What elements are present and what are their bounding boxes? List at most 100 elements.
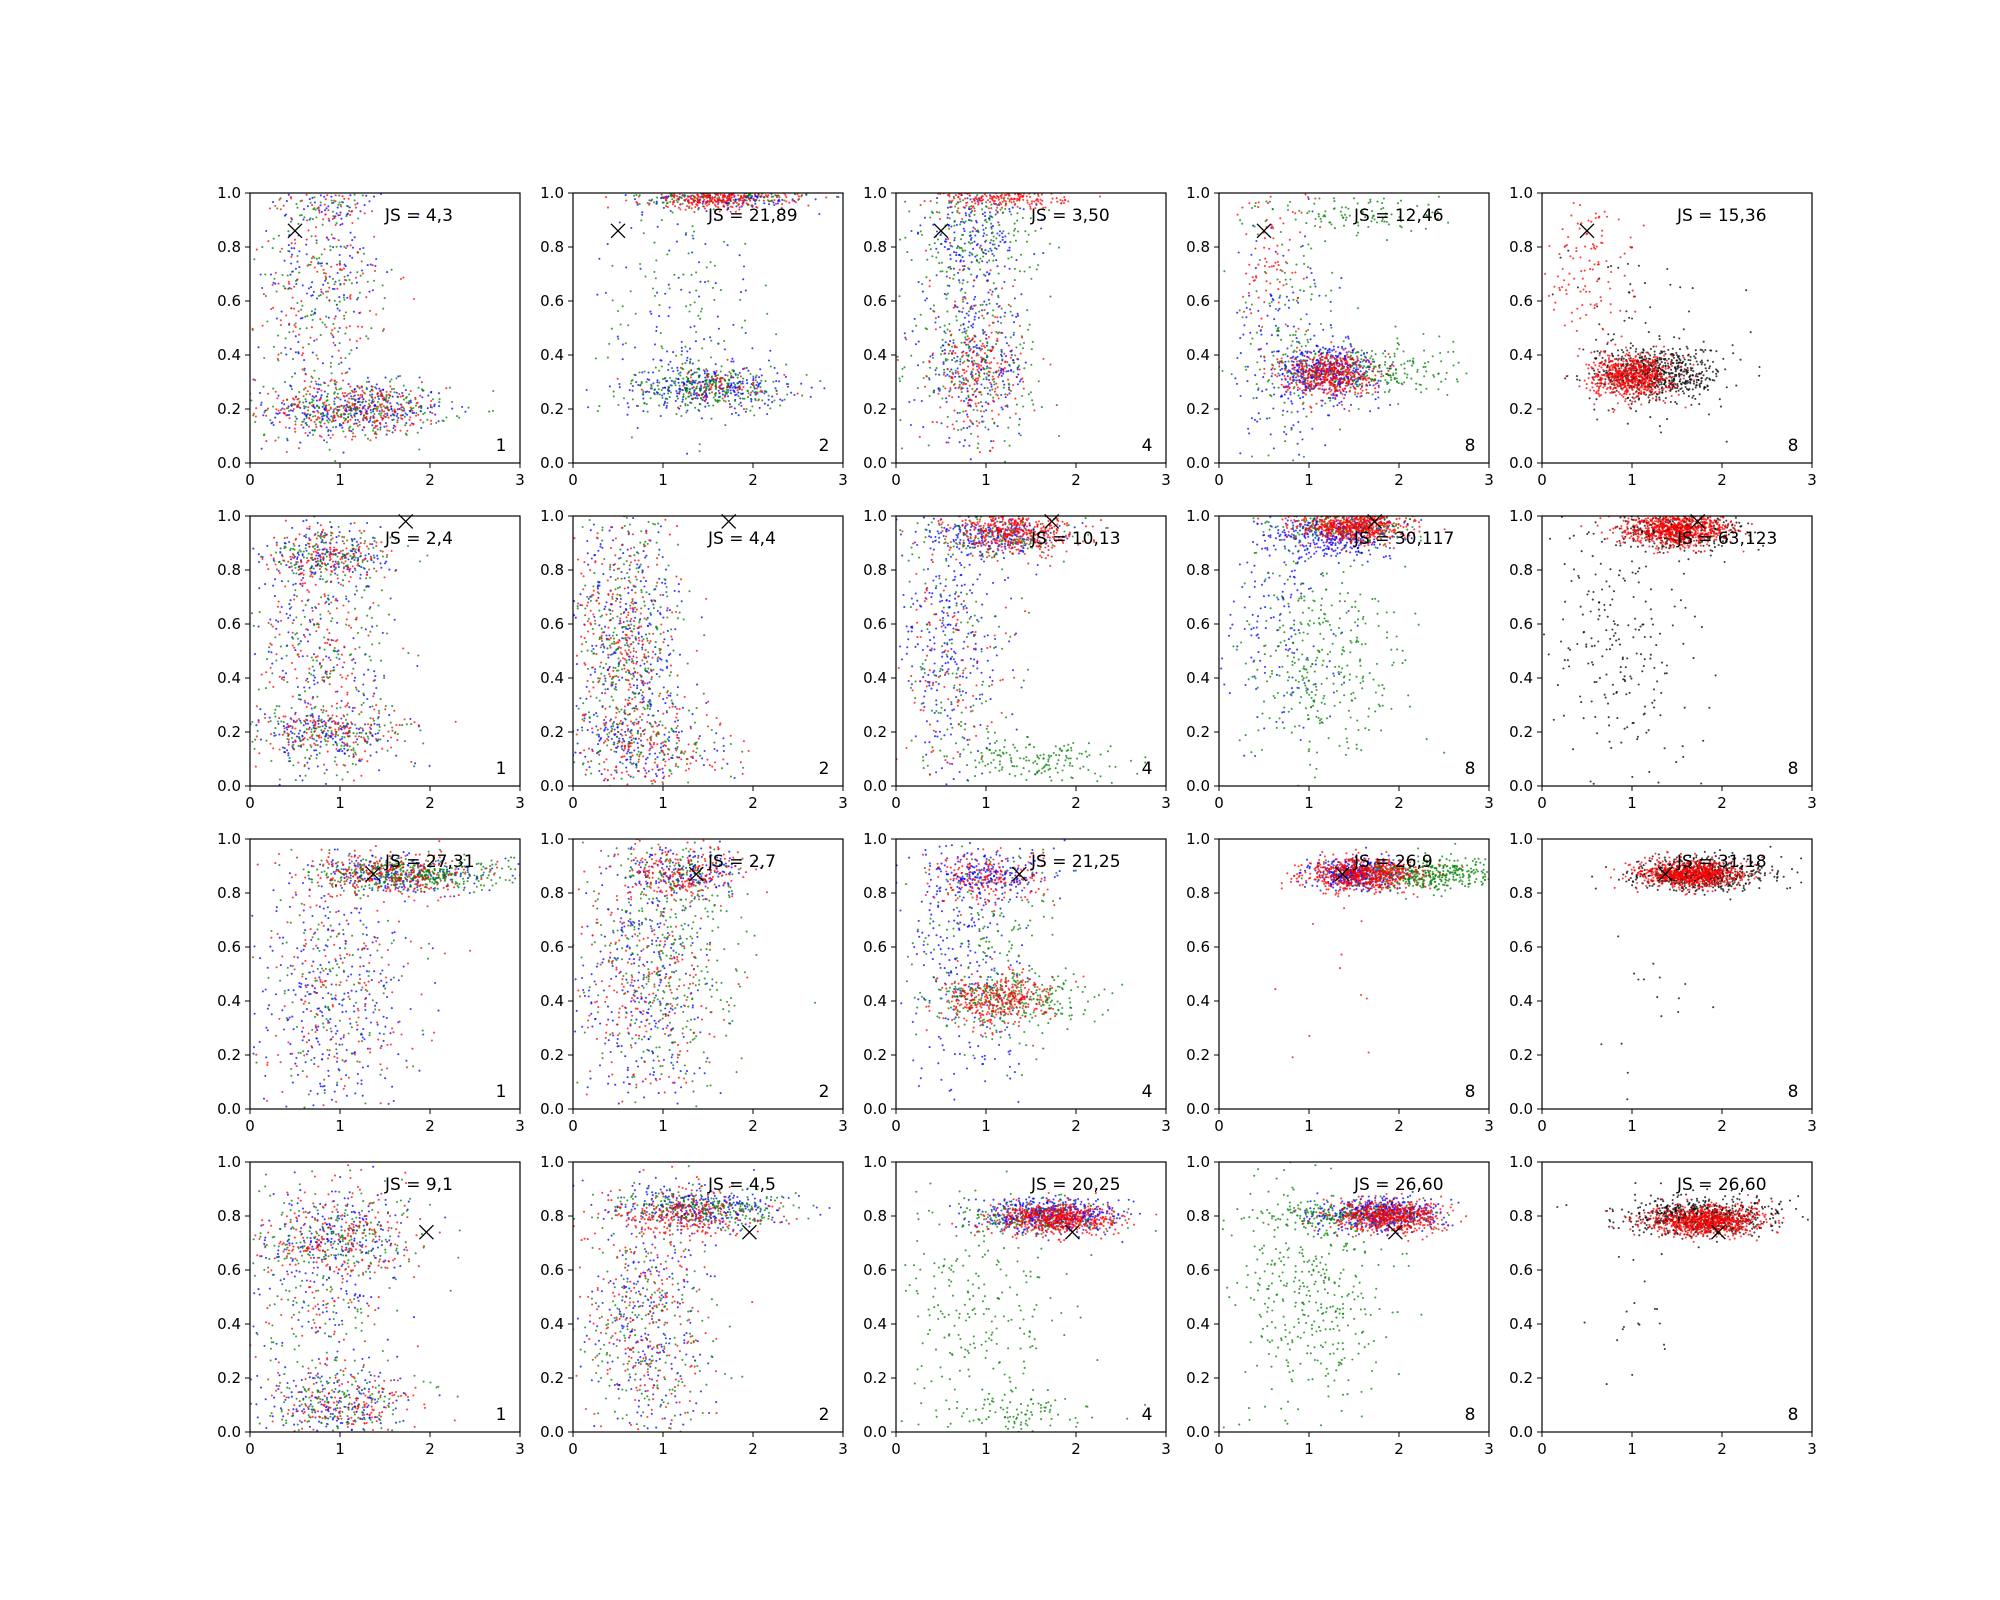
data-point <box>770 199 773 203</box>
data-point <box>1274 324 1277 327</box>
data-point <box>627 406 630 409</box>
data-point <box>308 402 311 405</box>
data-point <box>382 399 385 402</box>
data-point <box>773 366 776 369</box>
data-point <box>948 394 951 397</box>
data-point <box>957 271 960 274</box>
data-point <box>977 201 980 204</box>
data-point <box>982 357 985 360</box>
data-point <box>939 234 942 237</box>
data-point <box>368 200 371 203</box>
data-point <box>990 383 993 386</box>
data-point <box>991 252 994 256</box>
data-point <box>1296 364 1299 367</box>
data-point <box>1385 212 1389 215</box>
data-point <box>1313 381 1316 384</box>
data-point <box>947 441 950 444</box>
data-point <box>728 202 731 205</box>
subplot-r1-c1: 0 1 2 30.00.20.40.60.81.0JS = 4,31 <box>217 184 525 489</box>
data-point <box>277 409 280 412</box>
data-point <box>349 412 352 415</box>
data-point <box>364 411 367 414</box>
data-point <box>1292 424 1295 427</box>
data-point <box>941 397 944 400</box>
data-point <box>618 221 621 224</box>
data-point <box>285 450 288 454</box>
data-point <box>349 406 352 409</box>
data-point <box>322 413 325 416</box>
data-point <box>1003 280 1006 283</box>
data-point <box>726 358 729 361</box>
data-point <box>1344 218 1347 222</box>
data-point <box>960 381 963 384</box>
data-point <box>290 262 293 265</box>
data-point <box>739 194 743 197</box>
data-point <box>398 407 401 411</box>
data-point <box>350 438 354 441</box>
data-point <box>335 303 338 306</box>
data-point <box>702 205 706 208</box>
data-point <box>253 258 256 261</box>
data-point <box>311 218 314 221</box>
data-point <box>1384 215 1387 218</box>
data-point <box>940 346 943 349</box>
data-point <box>1007 344 1010 347</box>
data-point <box>721 397 724 400</box>
data-point <box>921 283 924 286</box>
data-point <box>283 412 286 415</box>
data-point <box>333 403 336 406</box>
data-point <box>306 315 309 318</box>
data-point <box>301 354 304 357</box>
data-point <box>1250 455 1254 458</box>
data-point <box>652 358 655 361</box>
data-point <box>949 258 952 261</box>
data-point <box>688 395 691 398</box>
data-point <box>271 201 275 204</box>
data-point <box>284 426 287 429</box>
data-point <box>342 406 345 409</box>
data-point <box>359 337 362 340</box>
data-point <box>729 372 732 375</box>
data-point <box>289 195 292 199</box>
data-point <box>1040 203 1043 206</box>
data-point <box>411 409 414 412</box>
data-point <box>703 400 707 403</box>
data-point <box>1380 208 1383 211</box>
data-point <box>332 341 335 344</box>
data-point <box>651 371 655 374</box>
data-point <box>990 207 993 210</box>
data-point <box>1345 390 1348 394</box>
scatter-points <box>585 193 840 455</box>
data-point <box>954 205 957 208</box>
data-point <box>1271 382 1274 385</box>
data-point <box>1318 294 1321 297</box>
data-point <box>1354 382 1357 385</box>
data-point <box>372 427 375 430</box>
data-point <box>740 404 743 407</box>
data-point <box>955 251 958 254</box>
data-point <box>1006 197 1010 200</box>
data-point <box>955 259 958 263</box>
data-point <box>318 407 321 410</box>
data-point <box>991 314 994 317</box>
data-point <box>310 235 313 238</box>
data-point <box>293 285 296 288</box>
data-point <box>665 406 668 409</box>
data-point <box>359 274 362 277</box>
data-point <box>1313 282 1316 285</box>
data-point <box>1351 351 1354 354</box>
data-point <box>1014 227 1017 230</box>
data-point <box>935 201 938 204</box>
data-point <box>1307 341 1310 344</box>
data-point <box>356 298 359 301</box>
data-point <box>1356 351 1359 354</box>
data-point <box>676 223 679 226</box>
data-point <box>962 227 965 230</box>
data-point <box>337 415 340 418</box>
data-point <box>716 194 719 197</box>
data-point <box>660 389 663 392</box>
data-point <box>1008 246 1011 249</box>
data-point <box>325 326 328 329</box>
data-point <box>287 405 290 408</box>
data-point <box>969 242 972 245</box>
